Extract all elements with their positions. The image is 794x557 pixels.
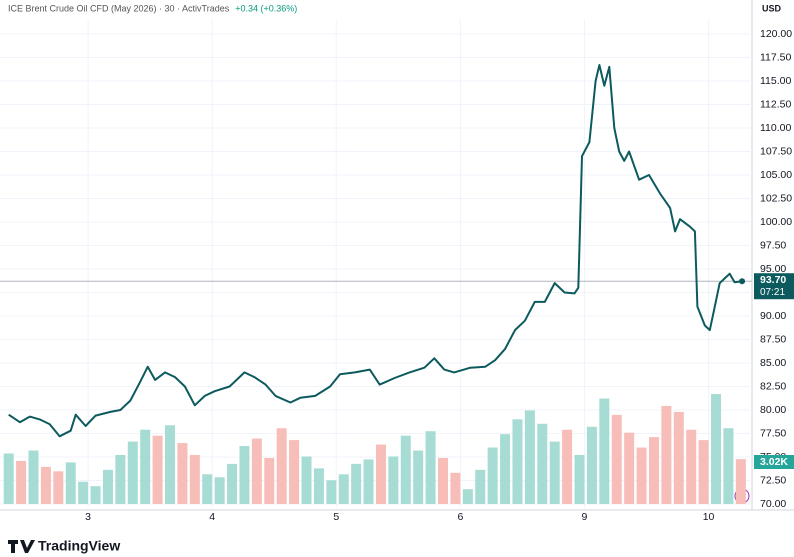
volume-bar [127,441,138,504]
x-tick-label: 4 [209,511,215,523]
volume-bar [400,435,411,504]
volume-bar [686,429,697,504]
volume-bar [413,450,424,504]
volume-bar [16,460,27,504]
x-tick-label: 10 [703,511,715,523]
volume-bar [40,466,51,504]
y-tick-label: 110.00 [760,122,791,134]
volume-bar [78,481,89,504]
y-tick-label: 105.00 [760,169,792,181]
logo-icon [8,540,35,553]
y-tick-label: 102.50 [760,192,792,204]
y-tick-label: 82.50 [760,380,786,392]
volume-bar [562,429,573,504]
countdown: 07:21 [760,287,785,298]
volume-bar [301,456,312,504]
y-tick-label: 120.00 [760,28,792,40]
y-tick-label: 117.50 [760,51,791,63]
y-tick-label: 87.50 [760,333,786,345]
volume-label-bg [754,455,794,469]
symbol-title: ICE Brent Crude Oil CFD (May 2026) · 30 … [8,3,230,13]
volume-bar [363,459,374,504]
volume-bar [425,431,436,504]
volume-bar [140,429,151,504]
volume-bar [698,440,709,504]
volume-bar [227,463,238,504]
volume-bar [189,454,200,504]
volume-bar [65,462,76,504]
volume-bar [251,438,262,504]
brand-name: TradingView [38,538,120,554]
volume-bar [450,472,461,504]
volume-bar [53,471,64,504]
volume-bar [165,425,176,504]
volume-bar [152,435,163,504]
volume-bar [438,457,449,504]
volume-bar [375,444,386,504]
y-tick-label: 100.00 [760,216,792,228]
last-price-bg [754,273,794,300]
y-tick-label: 70.00 [760,498,786,510]
volume-bar [239,446,250,504]
volume-bar [326,480,337,504]
y-tick-label: 90.00 [760,310,786,322]
volume-bar [388,456,399,504]
volume-bar [648,437,659,504]
volume-bar [599,398,610,504]
volume-bar [351,463,362,504]
volume-bar [28,450,39,504]
volume-bar [524,410,535,504]
y-tick-label: 115.00 [760,75,791,87]
y-tick-label: 95.00 [760,263,786,275]
y-tick-label: 112.50 [760,98,791,110]
volume-bar [264,457,275,504]
volume-bar [338,474,349,504]
x-tick-label: 9 [582,511,588,523]
volume-bar [711,394,722,504]
volume-bar [462,489,473,504]
volume-bar [661,405,672,504]
y-tick-label: 77.50 [760,427,786,439]
volume-bar [3,453,14,504]
volume-bar [102,469,113,504]
price-change: +0.34 (+0.36%) [235,3,297,13]
volume-bar [214,477,225,504]
volume-bar [276,428,287,504]
volume-bar [115,454,126,504]
volume-bar [574,454,585,504]
volume-bar [313,468,324,504]
volume-bar [90,486,101,504]
y-tick-label: 97.50 [760,239,786,251]
x-tick-label: 5 [333,511,339,523]
volume-bar [636,447,647,504]
x-tick-label: 6 [457,511,463,523]
y-tick-label: 85.00 [760,357,786,369]
volume-bar [289,440,300,504]
volume-bar [723,428,734,504]
volume-bar [586,426,597,504]
volume-bar [537,423,548,504]
y-tick-label: 80.00 [760,404,786,416]
y-tick-label: 72.50 [760,474,786,486]
volume-bar [500,434,511,504]
last-point [739,278,746,285]
volume-bar [202,474,213,504]
price-line [8,64,743,438]
volume-label: 3.02K [760,456,788,468]
last-price-label: 93.70 [760,274,786,286]
volume-bar [177,443,188,504]
x-tick-label: 3 [85,511,91,523]
volume-bar [624,432,635,504]
volume-bar [487,447,498,504]
volume-bar [611,414,622,504]
volume-bar [475,469,486,504]
volume-bar [673,411,684,504]
volume-bar [512,419,523,504]
volume-bar [549,441,560,504]
volume-bar [735,459,746,504]
y-tick-label: 107.50 [760,145,792,157]
currency: USD [762,3,782,13]
brand-logo[interactable]: TradingView [8,538,120,554]
